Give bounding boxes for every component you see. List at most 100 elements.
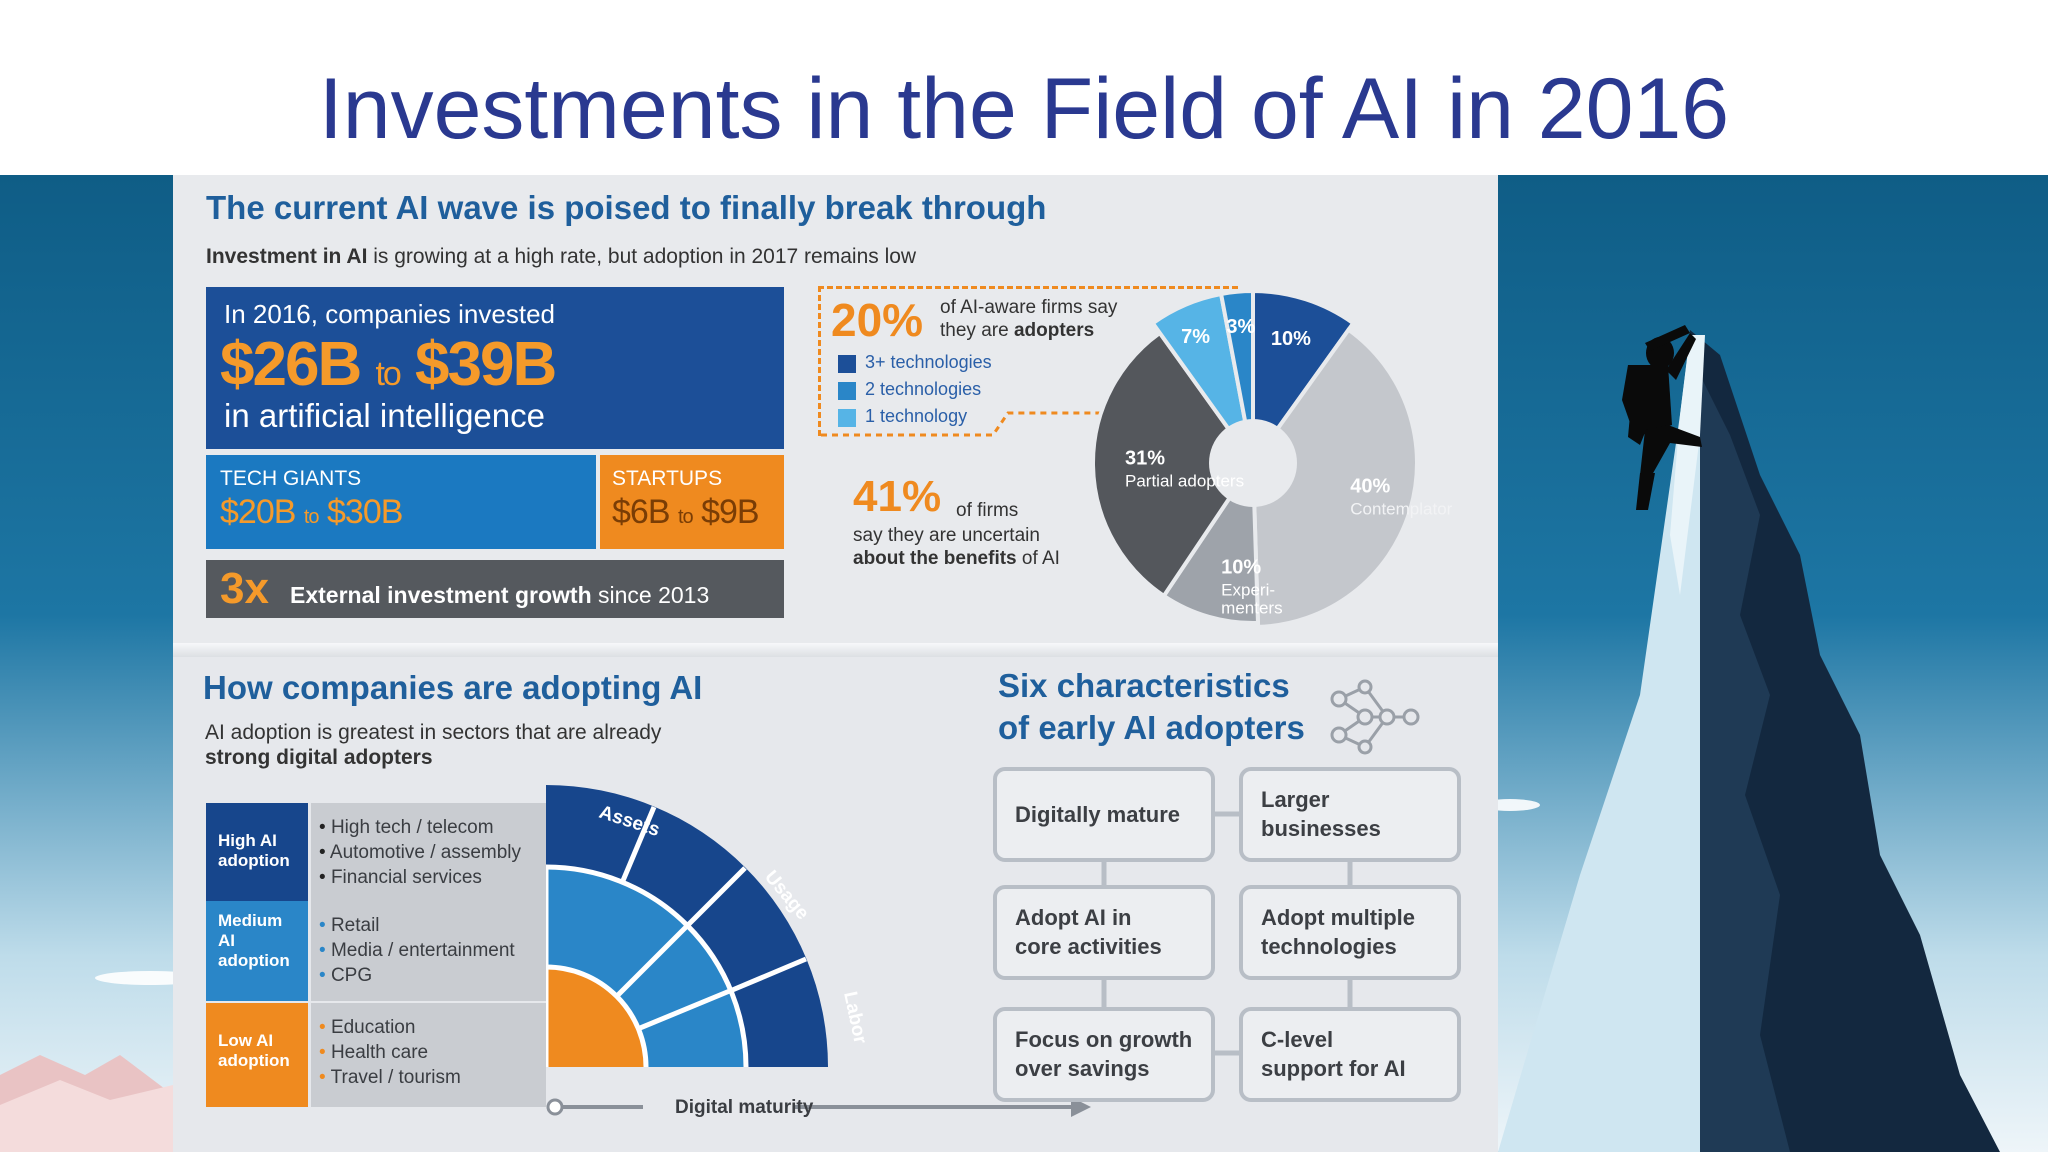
pie-pct-label: 31%: [1125, 447, 1165, 469]
bottom-panel: How companies are adopting AI AI adoptio…: [173, 657, 1498, 1152]
main-mountain-light: [1498, 335, 1700, 1152]
characteristics-heading-2: of early AI adopters: [998, 709, 1305, 746]
adoption-sub-2: strong digital adopters: [205, 746, 433, 769]
adopters-text-1: of AI-aware firms say: [940, 297, 1118, 318]
sector-item: • Health care: [319, 1040, 546, 1065]
top-subheading-bold: Investment in AI: [206, 245, 368, 268]
uncertain-pct: 41%: [853, 472, 942, 521]
top-subheading-rest: is growing at a high rate, but adoption …: [367, 245, 917, 268]
sector-item-text: High tech / telecom: [330, 817, 494, 838]
uncertain-text-3b: of AI: [1016, 548, 1060, 569]
pie-pct-label: 10%: [1221, 557, 1261, 579]
characteristic-digitally-mature: Digitally mature: [993, 767, 1215, 862]
characteristic-text: Adopt multiple: [1261, 905, 1415, 930]
pie-category-label: menters: [1221, 599, 1282, 618]
bullet: •: [319, 1017, 331, 1038]
sector-row-label-line: Low AI: [218, 1031, 274, 1050]
adopters-pct: 20%: [831, 294, 924, 346]
sector-row-label-line: Medium: [218, 911, 283, 930]
sector-item: • Education: [319, 1015, 546, 1040]
sector-row-label-line: adoption: [218, 851, 290, 870]
sector-item: • CPG: [319, 963, 546, 988]
bullet: •: [319, 867, 331, 888]
characteristic-focus-growth: Focus on growth over savings: [993, 1007, 1215, 1102]
arc-label-labor: Labor: [839, 990, 871, 1047]
bullet: •: [319, 965, 331, 986]
network-icon: [1330, 679, 1420, 755]
bullet: •: [319, 915, 331, 936]
sector-item-text: Travel / tourism: [330, 1067, 461, 1088]
tech-giants-range: $20B to $30B: [220, 493, 403, 532]
legend-label-2: 2 technologies: [865, 379, 982, 399]
legend-swatch-2: [838, 382, 856, 400]
characteristic-adopt-ai-core: Adopt AI in core activities: [993, 885, 1215, 980]
sector-row-label: Low AI adoption: [206, 1003, 308, 1107]
sector-item: • Automotive / assembly: [319, 840, 546, 865]
invested-high: $39B: [415, 330, 557, 399]
characteristic-text: businesses: [1261, 816, 1381, 841]
adoption-sub-1: AI adoption is greatest in sectors that …: [205, 721, 662, 744]
sector-item-text: Health care: [330, 1042, 429, 1063]
sector-row-label-line: adoption: [218, 1051, 290, 1070]
sector-item: • Travel / tourism: [319, 1065, 546, 1090]
adopters-text-2a: they are: [940, 320, 1014, 341]
characteristic-larger-businesses: Larger businesses: [1239, 767, 1461, 862]
invested-range: $26B to $39B: [220, 329, 557, 400]
arc-ring-inner: [546, 967, 646, 1067]
uncertain-text-3a: about the benefits: [853, 548, 1017, 569]
pie-slice: [1161, 456, 1261, 625]
bullet: •: [319, 940, 331, 961]
tech-giants-box: TECH GIANTS $20B to $30B: [206, 455, 596, 549]
digital-maturity-arc: Assets Usage Labor: [546, 785, 871, 1068]
bullet: •: [319, 1042, 331, 1063]
sector-list: • Education • Health care • Travel / touri…: [311, 1003, 546, 1107]
growth-text-rest: since 2013: [591, 582, 710, 608]
panel-divider: [173, 643, 1498, 657]
top-subheading: Investment in AI is growing at a high ra…: [206, 245, 916, 269]
growth-text-bold: External investment growth: [290, 582, 592, 608]
sector-row-label-line: AI: [218, 931, 235, 950]
sector-item-text: Financial services: [330, 867, 482, 888]
pie-slice: [1091, 330, 1256, 599]
pie-slice: [1250, 326, 1419, 629]
pie-pct-label: 7%: [1181, 326, 1210, 348]
ai-adoption-pie-chart: 10% 40% Contemplators 10% Experi-menters 31% P…: [1091, 288, 1453, 629]
digital-maturity-label: Digital maturity: [675, 1097, 814, 1118]
startups-to: to: [677, 506, 694, 528]
tech-giants-high: $30B: [327, 493, 403, 531]
uncertain-text-1: of firms: [956, 500, 1019, 521]
bullet: •: [319, 1067, 331, 1088]
characteristic-adopt-multiple: Adopt multiple technologies: [1239, 885, 1461, 980]
characteristic-text: technologies: [1261, 934, 1397, 959]
characteristic-text: Digitally mature: [1015, 802, 1181, 827]
sector-item: • Financial services: [319, 865, 546, 890]
sector-item-text: CPG: [330, 965, 373, 986]
startups-label: STARTUPS: [612, 467, 723, 490]
characteristics-heading-1: Six characteristics: [998, 667, 1290, 704]
sector-list: • High tech / telecom • Automotive / asse…: [311, 803, 546, 901]
characteristic-text: Larger: [1261, 787, 1330, 812]
pie-pct-label: 3%: [1226, 316, 1255, 338]
growth-text: External investment growth since 2013: [290, 582, 709, 609]
digital-maturity-axis: [546, 1097, 1091, 1117]
sector-row-label: Medium AI adoption: [206, 901, 308, 1001]
startups-high: $9B: [701, 493, 759, 531]
invested-intro: In 2016, companies invested: [224, 299, 555, 329]
legend-swatch-3plus: [838, 355, 856, 373]
characteristics-heading: Six characteristics of early AI adopters: [998, 665, 1305, 749]
sector-row-label-line: High AI: [218, 831, 277, 850]
adoption-heading: How companies are adopting AI: [203, 669, 703, 706]
adopters-text-2: they are adopters: [940, 320, 1094, 342]
startups-range: $6B to $9B: [612, 493, 760, 532]
pie-category-label: Experi-: [1221, 581, 1275, 600]
pie-center-hole: [1209, 419, 1297, 507]
tech-giants-to: to: [303, 506, 320, 528]
legend-label-1: 1 technology: [865, 406, 968, 426]
tech-giants-low: $20B: [220, 493, 296, 531]
mountain-scenery: [0, 325, 2000, 1152]
adopters-text-2b: adopters: [1013, 320, 1095, 341]
sector-item-text: Retail: [330, 915, 380, 936]
invested-to: to: [375, 355, 401, 393]
bullet: •: [319, 842, 330, 863]
characteristic-text: over savings: [1015, 1056, 1150, 1081]
